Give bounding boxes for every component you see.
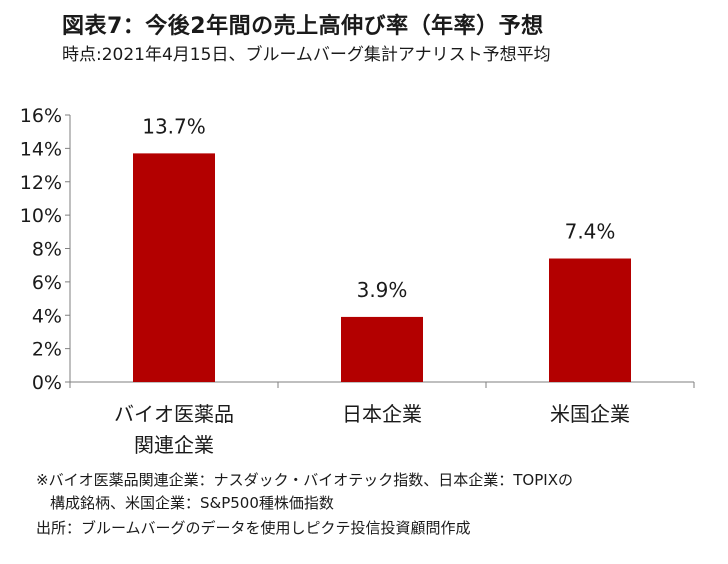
- data-label: 7.4%: [565, 220, 616, 244]
- y-tick-label: 12%: [20, 172, 62, 194]
- y-tick-label: 8%: [32, 239, 62, 261]
- category-label: 関連企業: [134, 433, 214, 457]
- chart-subtitle: 時点:2021年4月15日、ブルームバーグ集計アナリスト予想平均: [62, 45, 551, 65]
- category-label: 米国企業: [550, 402, 630, 426]
- source-note: 出所：ブルームバーグのデータを使用しピクテ投信投資顧問作成: [36, 519, 471, 537]
- y-tick-label: 0%: [32, 372, 62, 394]
- bar: [133, 153, 215, 382]
- y-tick-label: 16%: [20, 105, 62, 127]
- y-tick-label: 2%: [32, 339, 62, 361]
- bar: [549, 258, 631, 382]
- category-label: 日本企業: [342, 402, 422, 426]
- category-label: バイオ医薬品: [114, 402, 234, 426]
- bar: [341, 316, 423, 382]
- y-tick-label: 4%: [32, 305, 62, 327]
- chart-title: 図表7：今後2年間の売上高伸び率（年率）予想: [62, 14, 544, 39]
- data-label: 13.7%: [142, 114, 206, 138]
- y-tick-label: 10%: [20, 205, 62, 227]
- y-tick-label: 6%: [32, 272, 62, 294]
- y-tick-label: 14%: [20, 138, 62, 160]
- footnote-line-1: ※バイオ医薬品関連企業：ナスダック・バイオテック指数、日本企業：TOPIXの: [36, 471, 573, 489]
- footnote-line-2: 構成銘柄、米国企業：S&P500種株価指数: [50, 494, 334, 512]
- data-label: 3.9%: [357, 278, 408, 302]
